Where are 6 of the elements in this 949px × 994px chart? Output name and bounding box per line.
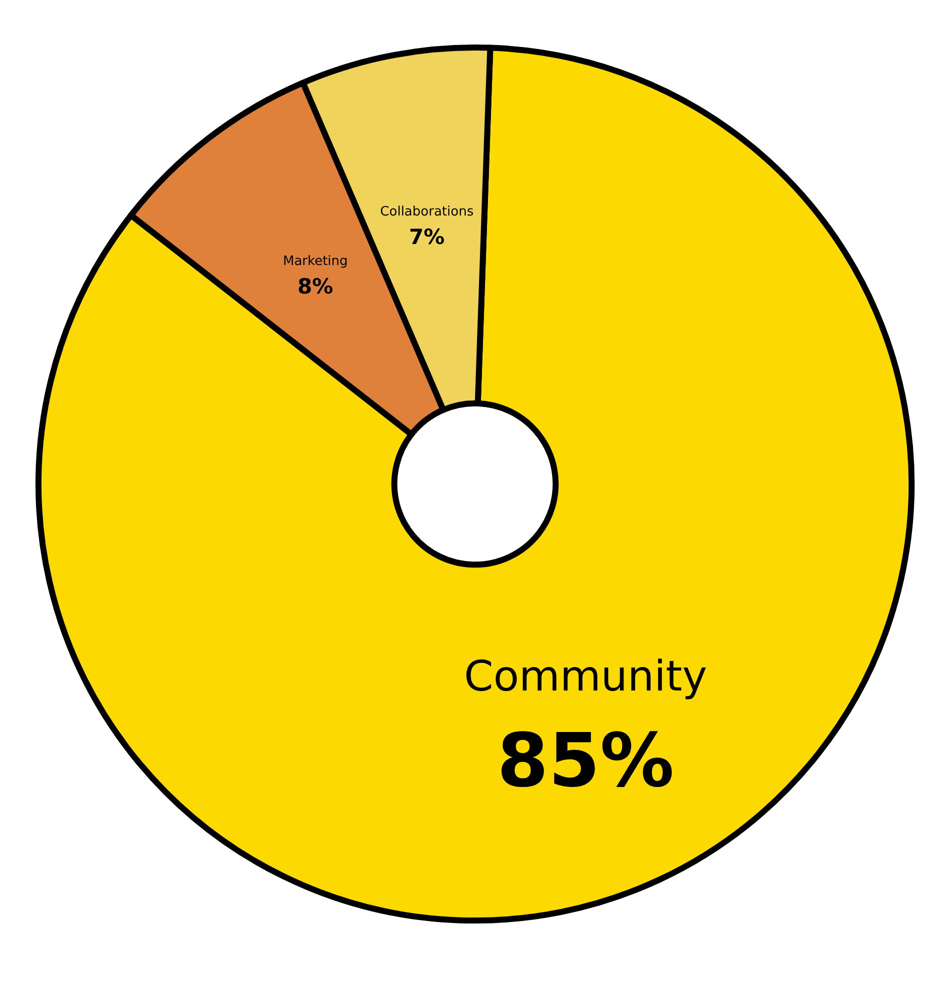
slice-label: Marketing bbox=[282, 254, 348, 270]
data-label: 8% bbox=[298, 274, 334, 299]
slice-label: Community bbox=[464, 652, 708, 701]
data-label: 7% bbox=[409, 224, 445, 249]
data-label: 85% bbox=[496, 718, 674, 804]
slice-label: Collaborations bbox=[380, 204, 474, 220]
